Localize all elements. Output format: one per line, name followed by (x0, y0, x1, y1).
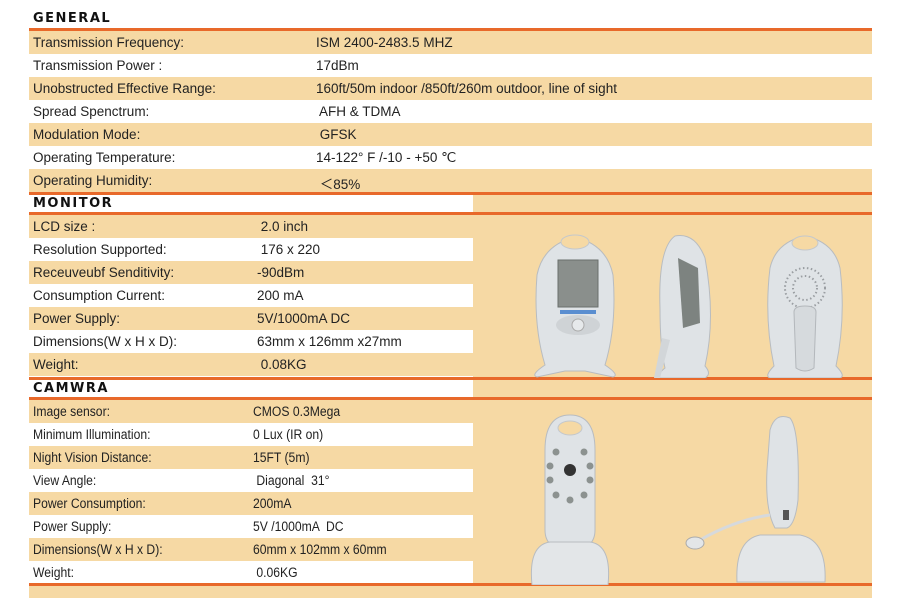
spec-label: Power Consumption: (33, 496, 146, 511)
spec-row: Receuveubf Senditivity: -90dBm (29, 261, 872, 284)
spec-value: 17dBm (316, 58, 359, 73)
spec-label: Operating Humidity: (33, 173, 153, 188)
photo-background (473, 195, 872, 212)
spec-row: Operating Temperature: 14-122° F /-10 - +… (29, 146, 872, 169)
spec-label: Night Vision Distance: (33, 450, 152, 465)
spec-value: CMOS 0.3Mega (253, 404, 341, 419)
spec-value: ISM 2400-2483.5 MHZ (316, 35, 453, 50)
section-title-camera: CAMWRA (33, 381, 109, 396)
spec-row: Modulation Mode: GFSK (29, 123, 872, 146)
spec-label: Minimum Illumination: (33, 427, 151, 442)
spec-label: Dimensions(W x H x D): (33, 542, 163, 557)
spec-row: Power Supply: 5V /1000mA DC (29, 515, 473, 538)
spec-value: Diagonal 31° (253, 473, 330, 488)
divider (29, 192, 872, 195)
spec-label: Receuveubf Senditivity: (33, 265, 175, 280)
spec-label: Modulation Mode: (33, 127, 141, 142)
spec-value: 0 Lux (IR on) (253, 427, 324, 442)
spec-value: 0.06KG (253, 565, 298, 580)
spec-label: Transmission Frequency: (33, 35, 185, 50)
camera-side-image (685, 416, 826, 583)
spec-row: View Angle: Diagonal 31° (29, 469, 473, 492)
spec-label: Power Supply: (33, 311, 121, 326)
spec-row: Transmission Frequency: ISM 2400-2483.5 M… (29, 31, 872, 54)
divider (29, 377, 872, 380)
spec-value: 15FT (5m) (253, 450, 310, 465)
spec-label: LCD size : (33, 219, 96, 234)
spec-row: Unobstructed Effective Range: 160ft/50m i… (29, 77, 872, 100)
spec-row: Transmission Power : 17dBm (29, 54, 872, 77)
spec-value: 0.08KG (257, 357, 307, 372)
spec-label: Weight: (33, 357, 79, 372)
monitor-side-image (654, 234, 711, 378)
spec-label: View Angle: (33, 473, 97, 488)
spec-value: 2.0 inch (257, 219, 309, 234)
spec-row: Power Supply: 5V/1000mA DC (29, 307, 872, 330)
spec-label: Dimensions(W x H x D): (33, 334, 178, 349)
spec-row: Image sensor: CMOS 0.3Mega (29, 400, 872, 423)
spec-value: 5V /1000mA DC (253, 519, 344, 534)
section-title-monitor: MONITOR (33, 196, 114, 211)
spec-label: Weight: (33, 565, 74, 580)
spec-label: Consumption Current: (33, 288, 166, 303)
spec-value: 5V/1000mA DC (257, 311, 351, 326)
spec-row: Weight: 0.06KG (29, 561, 473, 584)
spec-value: -90dBm (257, 265, 305, 280)
photo-background (473, 380, 872, 397)
spec-row: Spread Spenctrum: AFH & TDMA (29, 100, 872, 123)
spec-value: AFH & TDMA (316, 104, 401, 119)
spec-label: Transmission Power : (33, 58, 163, 73)
camera-front-image (530, 414, 610, 585)
spec-label: Power Supply: (33, 519, 112, 534)
monitor-back-image (767, 235, 843, 378)
spec-row: Power Consumption: 200mA (29, 492, 872, 515)
spec-row: Weight: 0.08KG (29, 353, 872, 376)
spec-row: Minimum Illumination: 0 Lux (IR on) (29, 423, 473, 446)
spec-row: LCD size : 2.0 inch (29, 215, 872, 238)
spec-value: ＜85% (316, 177, 361, 192)
monitor-front-image (534, 234, 616, 378)
section-title-general: GENERAL (33, 11, 112, 26)
spec-value: 176 x 220 (257, 242, 321, 257)
divider (29, 397, 872, 400)
spec-row: Night Vision Distance: 15FT (5m) (29, 446, 872, 469)
spec-row: Dimensions(W x H x D): 63mm x 126mm x27mm (29, 330, 473, 353)
spec-row: Resolution Supported: 176 x 220 (29, 238, 473, 261)
spec-value: 160ft/50m indoor /850ft/260m outdoor, li… (316, 81, 617, 96)
spec-row: Consumption Current: 200 mA (29, 284, 473, 307)
spec-value: 200mA (253, 496, 292, 511)
spec-value: 14-122° F /-10 - +50 ℃ (316, 150, 457, 165)
spec-label: Resolution Supported: (33, 242, 167, 257)
spec-label: Image sensor: (33, 404, 110, 419)
footer-band (29, 586, 872, 598)
spec-label: Operating Temperature: (33, 150, 176, 165)
spec-value: 63mm x 126mm x27mm (257, 334, 402, 349)
divider (29, 583, 872, 586)
spec-value: GFSK (316, 127, 357, 142)
spec-row: Dimensions(W x H x D): 60mm x 102mm x 60m… (29, 538, 872, 561)
divider (29, 212, 872, 215)
divider (29, 28, 872, 31)
spec-label: Spread Spenctrum: (33, 104, 150, 119)
spec-value: 60mm x 102mm x 60mm (253, 542, 387, 557)
spec-label: Unobstructed Effective Range: (33, 81, 216, 96)
spec-row: Operating Humidity: ＜85% (29, 169, 872, 192)
spec-value: 200 mA (257, 288, 304, 303)
